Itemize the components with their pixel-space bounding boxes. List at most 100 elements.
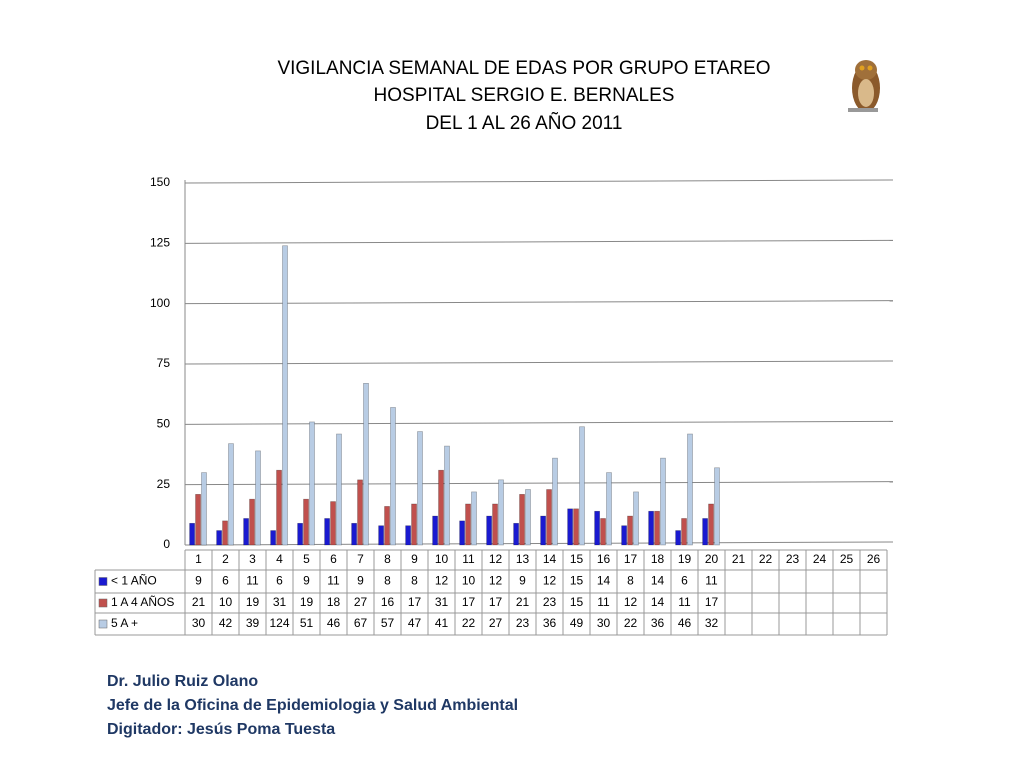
bar xyxy=(324,518,330,546)
bar xyxy=(525,489,531,546)
bar xyxy=(540,515,546,546)
bar xyxy=(513,522,519,546)
table-value: 22 xyxy=(624,616,638,630)
bar xyxy=(465,503,471,546)
table-value: 12 xyxy=(435,574,449,588)
table-value: 27 xyxy=(489,616,503,630)
x-tick-label: 17 xyxy=(624,552,638,566)
table-value: 15 xyxy=(570,574,584,588)
table-value: 42 xyxy=(219,616,233,630)
table-value: 21 xyxy=(192,595,206,609)
bar xyxy=(384,506,390,546)
table-value: 36 xyxy=(543,616,557,630)
x-tick-label: 6 xyxy=(330,552,337,566)
table-value: 10 xyxy=(219,595,233,609)
bar xyxy=(432,515,438,546)
x-tick-label: 21 xyxy=(732,552,746,566)
legend-label: 1 A 4 AÑOS xyxy=(111,595,174,609)
table-value: 14 xyxy=(597,574,611,588)
bar xyxy=(189,522,195,546)
bar xyxy=(702,518,708,546)
table-value: 27 xyxy=(354,595,368,609)
bar xyxy=(681,518,687,546)
bar xyxy=(417,431,423,546)
table-value: 39 xyxy=(246,616,260,630)
x-tick-label: 15 xyxy=(570,552,584,566)
x-tick-label: 20 xyxy=(705,552,719,566)
bar xyxy=(687,433,693,546)
table-value: 17 xyxy=(408,595,422,609)
table-value: 9 xyxy=(303,574,310,588)
table-value: 17 xyxy=(462,595,476,609)
x-tick-label: 10 xyxy=(435,552,449,566)
bar xyxy=(297,522,303,546)
x-tick-label: 12 xyxy=(489,552,503,566)
footer-text: Jefe de la Oficina de Epidemiologia y Sa… xyxy=(107,697,518,714)
bar xyxy=(492,503,498,546)
table-value: 17 xyxy=(489,595,503,609)
bar xyxy=(714,467,720,546)
table-value: 8 xyxy=(384,574,391,588)
table-value: 12 xyxy=(489,574,503,588)
table-value: 30 xyxy=(192,616,206,630)
y-tick-label: 100 xyxy=(150,296,170,310)
x-tick-label: 16 xyxy=(597,552,611,566)
table-value: 67 xyxy=(354,616,368,630)
bar xyxy=(195,494,201,546)
x-tick-label: 19 xyxy=(678,552,692,566)
x-tick-label: 8 xyxy=(384,552,391,566)
x-tick-label: 3 xyxy=(249,552,256,566)
x-tick-label: 18 xyxy=(651,552,665,566)
x-tick-label: 14 xyxy=(543,552,557,566)
legend-swatch xyxy=(98,577,108,586)
grid-line xyxy=(184,239,894,244)
owl-icon xyxy=(848,60,880,112)
bar xyxy=(594,510,600,546)
table-value: 12 xyxy=(624,595,638,609)
grid-line xyxy=(184,541,894,546)
table-value: 9 xyxy=(519,574,526,588)
x-tick-label: 13 xyxy=(516,552,530,566)
table-value: 19 xyxy=(300,595,314,609)
y-tick-label: 0 xyxy=(163,537,170,551)
x-tick-label: 9 xyxy=(411,552,418,566)
bar xyxy=(621,525,627,546)
table-value: 23 xyxy=(516,616,530,630)
table-value: 15 xyxy=(570,595,584,609)
table-value: 124 xyxy=(269,616,289,630)
table-value: 51 xyxy=(300,616,314,630)
table-value: 12 xyxy=(543,574,557,588)
bar xyxy=(303,498,309,546)
chart-title: VIGILANCIA SEMANAL DE EDAS POR GRUPO ETA… xyxy=(277,58,770,79)
legend-swatch xyxy=(98,598,108,608)
table-value: 14 xyxy=(651,574,665,588)
bar xyxy=(438,469,444,546)
bar xyxy=(675,530,681,546)
table-value: 19 xyxy=(246,595,260,609)
table-value: 11 xyxy=(327,574,340,588)
x-tick-label: 5 xyxy=(303,552,310,566)
bar xyxy=(351,522,357,546)
bar xyxy=(600,518,606,546)
x-tick-label: 26 xyxy=(867,552,881,566)
bar xyxy=(579,426,585,546)
table-value: 11 xyxy=(597,595,610,609)
bar xyxy=(276,469,282,546)
table-value: 47 xyxy=(408,616,422,630)
bar xyxy=(552,457,558,546)
bar xyxy=(255,450,261,546)
table-value: 11 xyxy=(678,595,691,609)
x-tick-label: 1 xyxy=(195,552,202,566)
x-tick-label: 2 xyxy=(222,552,229,566)
y-tick-label: 75 xyxy=(157,356,171,370)
bar xyxy=(249,498,255,546)
chart-subtitle: HOSPITAL SERGIO E. BERNALES xyxy=(374,85,675,106)
table-value: 57 xyxy=(381,616,395,630)
x-tick-label: 7 xyxy=(357,552,364,566)
bar xyxy=(633,491,639,546)
table-value: 49 xyxy=(570,616,584,630)
bar xyxy=(228,443,234,546)
grid-line xyxy=(184,481,894,486)
table-value: 9 xyxy=(357,574,364,588)
chart-subtitle: DEL 1 AL 26 AÑO 2011 xyxy=(426,112,623,134)
